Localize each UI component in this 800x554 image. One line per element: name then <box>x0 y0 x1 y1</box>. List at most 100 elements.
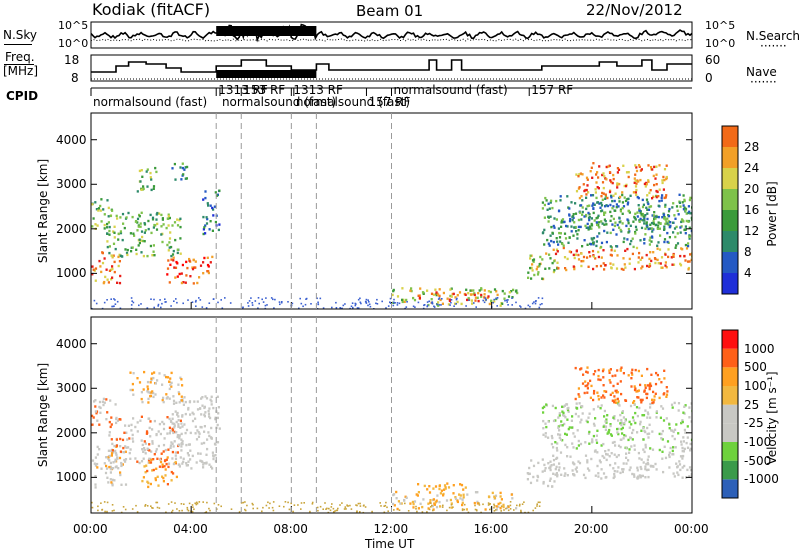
heatmap-cell <box>568 426 571 429</box>
heatmap-cell <box>646 264 649 268</box>
velocity-ytick-label: 1000 <box>56 470 87 485</box>
power-colorbar-tick-label: 28 <box>744 140 760 154</box>
heatmap-cell <box>617 205 620 208</box>
heatmap-cell <box>677 432 680 435</box>
heatmap-cell <box>529 305 531 308</box>
heatmap-cell <box>189 449 192 452</box>
heatmap-cell <box>146 254 149 258</box>
heatmap-cell <box>658 378 661 381</box>
heatmap-cell <box>515 301 517 304</box>
heatmap-cell <box>568 207 571 210</box>
cpid-label: 1313 RF <box>218 83 268 97</box>
heatmap-cell <box>460 302 463 306</box>
heatmap-cell <box>386 506 388 509</box>
heatmap-cell <box>317 301 319 304</box>
heatmap-cell <box>158 212 161 215</box>
heatmap-cell <box>650 465 653 468</box>
heatmap-cell <box>668 466 671 469</box>
heatmap-cell <box>193 400 196 403</box>
heatmap-cell <box>656 190 659 194</box>
heatmap-cell <box>209 220 212 223</box>
heatmap-cell <box>633 400 636 403</box>
heatmap-cell <box>354 304 357 307</box>
heatmap-cell <box>404 307 406 309</box>
heatmap-cell <box>565 433 568 436</box>
heatmap-cell <box>647 455 650 458</box>
heatmap-cell <box>455 298 458 301</box>
heatmap-cell <box>241 307 243 309</box>
heatmap-cell <box>604 425 608 428</box>
heatmap-cell <box>364 506 367 508</box>
heatmap-cell <box>596 235 599 238</box>
heatmap-cell <box>108 420 111 424</box>
heatmap-cell <box>596 429 599 432</box>
heatmap-cell <box>608 164 611 167</box>
heatmap-cell <box>561 218 565 221</box>
heatmap-cell <box>109 471 112 474</box>
heatmap-cell <box>142 457 145 460</box>
heatmap-cell <box>166 243 169 247</box>
velocity-colorbar-tick-label: -1000 <box>744 472 779 487</box>
heatmap-cell <box>447 303 450 306</box>
heatmap-cell <box>669 224 672 228</box>
heatmap-cell <box>329 509 332 512</box>
heatmap-cell <box>626 203 629 206</box>
heatmap-cell <box>574 253 577 256</box>
heatmap-cell <box>656 244 659 247</box>
heatmap-cell <box>153 419 156 423</box>
heatmap-cell <box>549 468 552 472</box>
heatmap-cell <box>593 450 597 453</box>
heatmap-cell <box>636 476 639 479</box>
heatmap-cell <box>556 240 559 243</box>
velocity-colorbar-swatch <box>722 386 738 405</box>
heatmap-cell <box>555 248 559 251</box>
heatmap-cell <box>392 493 395 497</box>
heatmap-cell <box>587 265 590 268</box>
heatmap-cell <box>331 503 333 505</box>
heatmap-cell <box>146 447 149 450</box>
heatmap-cell <box>577 460 580 463</box>
heatmap-cell <box>590 224 594 227</box>
heatmap-cell <box>663 168 667 171</box>
heatmap-cell <box>609 203 612 207</box>
time-xtick-label: 00:00 <box>674 522 709 536</box>
heatmap-cell <box>442 291 445 295</box>
heatmap-cell <box>467 292 470 295</box>
heatmap-cell <box>176 434 179 437</box>
heatmap-cell <box>667 214 671 218</box>
heatmap-cell <box>684 225 687 228</box>
heatmap-cell <box>586 387 589 390</box>
heatmap-cell <box>547 420 550 423</box>
heatmap-cell <box>205 222 209 225</box>
heatmap-cell <box>446 509 448 512</box>
heatmap-cell <box>103 301 106 304</box>
heatmap-cell <box>570 230 573 233</box>
heatmap-cell <box>172 431 175 435</box>
heatmap-cell <box>109 399 112 402</box>
heatmap-cell <box>440 489 443 492</box>
heatmap-cell <box>174 460 177 464</box>
heatmap-cell <box>161 398 164 402</box>
heatmap-cell <box>199 299 202 301</box>
heatmap-cell <box>681 476 684 479</box>
heatmap-cell <box>582 183 585 186</box>
heatmap-cell <box>113 509 115 512</box>
heatmap-cell <box>533 301 535 303</box>
heatmap-cell <box>119 274 122 278</box>
heatmap-cell <box>577 258 581 261</box>
heatmap-cell <box>566 225 569 228</box>
heatmap-cell <box>626 247 629 251</box>
heatmap-cell <box>376 298 378 301</box>
heatmap-cell <box>101 251 104 255</box>
heatmap-cell <box>119 230 122 233</box>
heatmap-cell <box>609 433 613 436</box>
heatmap-cell <box>663 240 666 244</box>
heatmap-cell <box>299 297 301 300</box>
heatmap-cell <box>265 504 268 507</box>
heatmap-cell <box>641 414 644 417</box>
heatmap-cell <box>468 299 470 301</box>
heatmap-cell <box>595 441 599 444</box>
heatmap-cell <box>192 258 195 262</box>
heatmap-cell <box>519 503 521 506</box>
heatmap-cell <box>633 215 636 219</box>
